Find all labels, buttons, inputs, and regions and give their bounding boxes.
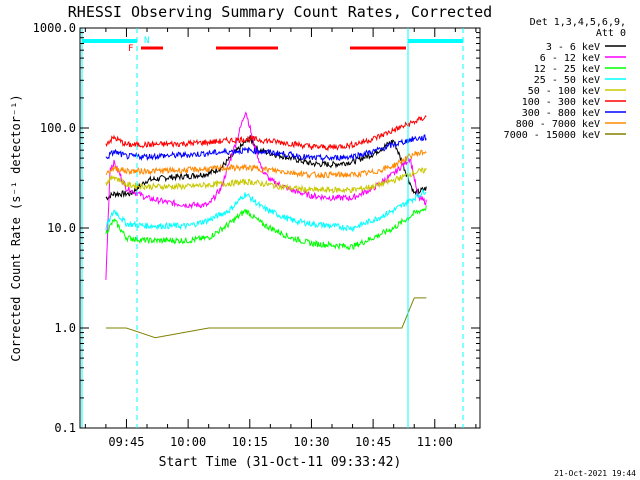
- series-line-300-800-kev: [105, 134, 427, 162]
- plot-area-frame: [79, 27, 481, 429]
- y-tick-label: 100.0: [40, 121, 76, 135]
- x-tick-label: 10:00: [170, 435, 206, 449]
- marker-label-n: N: [144, 36, 149, 46]
- footer-date: 21-Oct-2021 19:44: [554, 469, 636, 478]
- axes-layer: 0.1 1.0 10.0 100.0 1000.0 09:45 10:00 10:15 10:3…: [33, 21, 480, 449]
- series-line-6-12-kev: [105, 111, 427, 280]
- series-line-100-300-kev: [105, 115, 427, 152]
- series-layer: [105, 111, 427, 339]
- legend-label: 100 - 300 keV: [522, 97, 600, 108]
- legend-label: 800 - 7000 keV: [516, 119, 600, 130]
- legend-label: 12 - 25 keV: [534, 64, 600, 75]
- x-tick-label: 10:15: [232, 435, 268, 449]
- series-line-12-25-kev: [105, 205, 427, 251]
- y-tick-label: 1000.0: [33, 21, 76, 35]
- x-tick-label: 10:45: [355, 435, 391, 449]
- series-line-7000-15000-kev: [105, 297, 427, 339]
- series-line-50-100-kev: [105, 167, 427, 195]
- y-axis-label: Corrected Count Rate (s⁻¹ detector⁻¹): [9, 94, 23, 361]
- legend-label: 25 - 50 keV: [534, 75, 600, 86]
- legend-label: 7000 - 15000 keV: [504, 130, 600, 141]
- legend-label: 300 - 800 keV: [522, 108, 600, 119]
- marker-label-f: F: [128, 44, 133, 54]
- x-tick-label: 09:45: [108, 435, 144, 449]
- y-tick-label: 1.0: [54, 321, 76, 335]
- y-tick-label: 0.1: [54, 421, 76, 435]
- legend-label: 50 - 100 keV: [528, 86, 600, 97]
- series-line-25-50-kev: [105, 188, 427, 233]
- legend-label: 6 - 12 keV: [540, 53, 600, 64]
- chart-title: RHESSI Observing Summary Count Rates, Co…: [68, 3, 492, 21]
- x-tick-label: 10:30: [293, 435, 329, 449]
- legend-header: Det 1,3,4,5,6,9,Att 0: [530, 17, 626, 39]
- x-tick-label: 11:00: [417, 435, 453, 449]
- y-tick-label: 10.0: [47, 221, 76, 235]
- legend-header-line: Att 0: [596, 28, 626, 39]
- x-axis-label: Start Time (31-Oct-11 09:33:42): [159, 455, 402, 470]
- legend-label: 3 - 6 keV: [546, 42, 600, 53]
- legend-header-line: Det 1,3,4,5,6,9,: [530, 17, 626, 28]
- series-line-800-7000-kev: [105, 149, 427, 179]
- markers-layer: FN: [81, 28, 464, 428]
